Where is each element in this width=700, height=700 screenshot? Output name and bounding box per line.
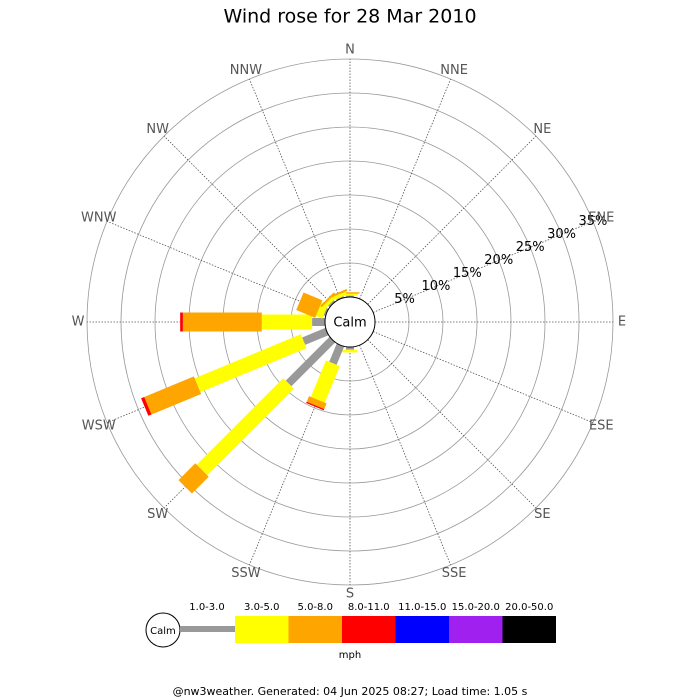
spoke: [359, 78, 452, 300]
bar-segment: [342, 349, 358, 353]
legend-label: 11.0-15.0: [398, 602, 446, 613]
bar-segment: [306, 401, 325, 411]
spoke: [367, 339, 537, 509]
legend-swatch: [235, 616, 289, 643]
footer: @nw3weather. Generated: 04 Jun 2025 08:2…: [173, 685, 528, 698]
legend-swatch: [395, 616, 449, 643]
bar-segment: [336, 296, 345, 301]
legend-swatch: [288, 616, 342, 643]
r-tick-label: 15%: [453, 266, 482, 281]
calm-label: Calm: [333, 316, 366, 331]
direction-label: ENE: [588, 210, 614, 225]
legend-label: 3.0-5.0: [244, 602, 279, 613]
bar-segment: [194, 334, 307, 393]
bar-segment: [196, 378, 294, 476]
spoke: [372, 331, 594, 424]
bar-segment: [323, 307, 329, 317]
direction-label: WNW: [81, 210, 117, 225]
direction-label: S: [346, 587, 354, 602]
legend-label: 5.0-8.0: [298, 602, 333, 613]
r-tick-label: 30%: [547, 227, 576, 242]
bar-segment: [329, 288, 348, 299]
chart-title: Wind rose for 28 Mar 2010: [223, 6, 476, 28]
spoke: [367, 135, 537, 305]
bar-segment: [346, 347, 354, 350]
bar-segment: [302, 327, 329, 345]
direction-label: NNE: [440, 63, 468, 78]
legend-label: 8.0-11.0: [348, 602, 390, 613]
bar-segment: [328, 300, 336, 308]
direction-label: SW: [147, 507, 168, 522]
direction-label: ESE: [589, 419, 614, 434]
grid-ring: [154, 126, 546, 518]
bar-segment: [329, 343, 345, 365]
bar-segment: [296, 292, 323, 318]
r-tick-label: 35%: [579, 214, 608, 229]
r-tick-label: 25%: [516, 240, 545, 255]
direction-label: NW: [146, 122, 169, 137]
legend-label: 15.0-20.0: [452, 602, 500, 613]
bar-segment: [285, 336, 336, 387]
bar-segment: [331, 291, 347, 301]
bar-segment: [180, 312, 183, 332]
spoke: [359, 344, 452, 566]
spoke: [163, 135, 333, 305]
spoke: [372, 220, 594, 313]
bar-segment: [306, 396, 327, 410]
legend-swatch: [342, 616, 396, 643]
bar-segment: [182, 312, 262, 332]
bar-segment: [310, 360, 340, 403]
calm-circle: [324, 296, 376, 348]
bar-segment: [141, 396, 152, 416]
direction-label: E: [618, 315, 626, 330]
direction-label: SE: [534, 507, 550, 522]
legend-label: 1.0-3.0: [189, 602, 224, 613]
bar-segment: [178, 463, 209, 494]
legend-swatch: [502, 616, 556, 643]
direction-label: SSW: [231, 566, 261, 581]
legend-calm-label: Calm: [150, 626, 176, 637]
direction-label: NE: [533, 122, 551, 137]
direction-label: N: [345, 43, 355, 58]
legend-swatch: [449, 616, 503, 643]
legend-label: 20.0-50.0: [505, 602, 553, 613]
r-tick-label: 10%: [421, 279, 450, 294]
bar-segment: [261, 314, 313, 330]
bar-segment: [144, 376, 202, 415]
direction-label: NNW: [230, 63, 262, 78]
legend-unit: mph: [339, 650, 361, 661]
r-tick-label: 20%: [484, 253, 513, 268]
direction-label: SSE: [442, 566, 467, 581]
spoke: [248, 78, 341, 300]
bar-segment: [312, 318, 325, 326]
direction-label: WSW: [82, 419, 116, 434]
spoke: [106, 220, 328, 313]
r-tick-label: 5%: [394, 292, 415, 307]
direction-label: W: [72, 315, 85, 330]
